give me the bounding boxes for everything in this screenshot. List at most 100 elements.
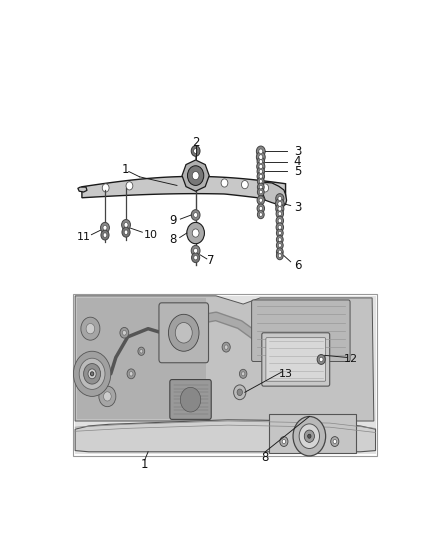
Circle shape (102, 184, 109, 192)
Circle shape (103, 225, 107, 230)
Circle shape (122, 227, 130, 237)
Circle shape (124, 230, 128, 235)
Circle shape (191, 209, 200, 220)
Circle shape (86, 324, 95, 334)
Circle shape (258, 177, 264, 185)
Circle shape (257, 161, 265, 172)
Circle shape (129, 372, 133, 376)
Circle shape (187, 222, 205, 244)
Circle shape (259, 159, 262, 164)
Polygon shape (78, 187, 87, 192)
FancyBboxPatch shape (74, 294, 377, 456)
Circle shape (278, 238, 281, 241)
FancyBboxPatch shape (262, 333, 330, 386)
Circle shape (262, 184, 268, 192)
Circle shape (278, 196, 282, 201)
Circle shape (259, 169, 262, 174)
Circle shape (259, 198, 262, 202)
Circle shape (278, 225, 282, 229)
Circle shape (240, 369, 247, 378)
Text: 13: 13 (279, 369, 293, 379)
Circle shape (278, 201, 282, 206)
Circle shape (276, 252, 283, 260)
Text: 7: 7 (207, 254, 215, 268)
Circle shape (319, 357, 323, 362)
Polygon shape (258, 182, 286, 206)
Circle shape (194, 213, 198, 217)
Text: 8: 8 (169, 233, 177, 246)
Circle shape (256, 146, 265, 157)
Circle shape (276, 204, 284, 214)
Circle shape (259, 190, 262, 194)
Circle shape (293, 416, 325, 456)
Circle shape (99, 386, 116, 407)
Circle shape (258, 188, 264, 196)
Circle shape (282, 440, 286, 443)
FancyBboxPatch shape (251, 300, 350, 361)
Circle shape (194, 149, 198, 154)
Circle shape (278, 219, 282, 223)
Text: 3: 3 (294, 145, 301, 158)
Text: 10: 10 (144, 230, 158, 240)
Circle shape (258, 211, 264, 219)
Circle shape (278, 254, 281, 257)
Circle shape (221, 179, 228, 187)
Circle shape (191, 245, 200, 256)
Circle shape (192, 229, 199, 237)
FancyBboxPatch shape (269, 414, 356, 453)
Circle shape (256, 152, 265, 163)
Circle shape (331, 437, 339, 447)
Circle shape (278, 207, 282, 211)
Circle shape (276, 248, 283, 256)
Circle shape (180, 387, 201, 412)
Text: 6: 6 (294, 259, 301, 271)
Circle shape (333, 440, 336, 443)
Circle shape (90, 372, 94, 376)
Circle shape (120, 327, 129, 338)
Circle shape (276, 241, 283, 249)
Circle shape (276, 216, 283, 225)
Text: 5: 5 (294, 165, 301, 178)
Circle shape (241, 372, 245, 376)
Polygon shape (75, 420, 375, 452)
Circle shape (259, 155, 263, 159)
Text: 1: 1 (122, 163, 129, 176)
Circle shape (122, 330, 126, 335)
Text: 8: 8 (261, 451, 269, 464)
Circle shape (88, 369, 96, 379)
Circle shape (317, 354, 325, 365)
Circle shape (278, 250, 281, 254)
FancyBboxPatch shape (170, 379, 211, 419)
Circle shape (259, 149, 263, 154)
Text: 12: 12 (344, 354, 358, 365)
Circle shape (280, 437, 288, 447)
Circle shape (140, 350, 143, 353)
Circle shape (259, 213, 262, 216)
Circle shape (122, 220, 131, 230)
Circle shape (237, 389, 243, 395)
Circle shape (187, 166, 204, 185)
Circle shape (101, 222, 110, 233)
Circle shape (81, 317, 100, 340)
Text: 3: 3 (294, 201, 301, 214)
FancyBboxPatch shape (77, 298, 206, 419)
Circle shape (241, 181, 248, 189)
Circle shape (103, 392, 111, 401)
Circle shape (276, 199, 284, 209)
Circle shape (304, 430, 314, 442)
Circle shape (259, 174, 262, 179)
FancyBboxPatch shape (266, 338, 325, 381)
Circle shape (257, 204, 265, 213)
Circle shape (191, 146, 200, 156)
Circle shape (124, 222, 128, 227)
Circle shape (103, 233, 107, 237)
FancyBboxPatch shape (75, 296, 375, 454)
Circle shape (101, 230, 109, 240)
Circle shape (278, 244, 281, 247)
Circle shape (74, 351, 111, 397)
Text: 4: 4 (294, 155, 301, 168)
Circle shape (138, 347, 145, 356)
Circle shape (194, 248, 198, 253)
Text: 1: 1 (141, 458, 148, 471)
Circle shape (276, 236, 283, 244)
